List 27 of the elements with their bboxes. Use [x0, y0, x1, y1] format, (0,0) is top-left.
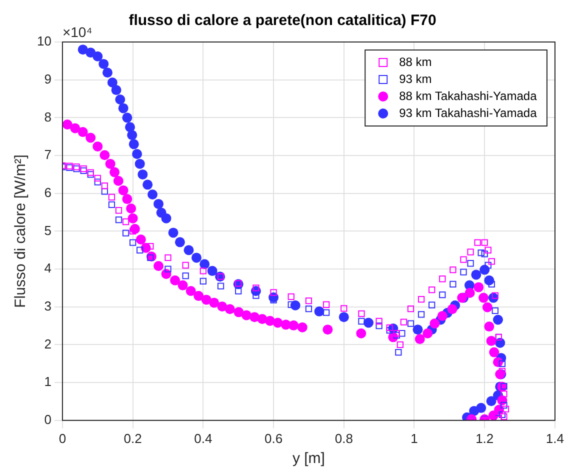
- chart-title: flusso di calore a parete(non catalitica) F70: [128, 12, 436, 30]
- x-tick-label: 1.4: [546, 430, 564, 446]
- legend-label: 88 km: [399, 54, 432, 69]
- legend-label: 93 km Takahashi-Yamada: [399, 106, 538, 120]
- y-tick-label: 9: [44, 71, 52, 86]
- x-tick-label: 0.4: [194, 430, 212, 446]
- y-tick-label: 0: [44, 412, 52, 427]
- x-tick-label: 1.2: [476, 430, 494, 446]
- y-axis-title: Flusso di calore [W/m²]: [12, 154, 30, 308]
- x-tick-label: 0.2: [124, 430, 142, 446]
- x-tick-label: 0.8: [334, 430, 353, 446]
- legend-label: 93 km: [399, 72, 432, 86]
- y-tick-label: 10: [36, 34, 52, 49]
- y-tick-label: 1: [44, 374, 52, 390]
- y-tick-label: 2: [44, 336, 52, 352]
- x-axis-title: y [m]: [292, 450, 325, 468]
- y-tick-label: 6: [44, 184, 52, 200]
- text: ×10⁴: [62, 24, 92, 40]
- y-tick-label: 7: [44, 147, 52, 162]
- x-tick-label: 0: [58, 430, 66, 446]
- y-tick-label: 4: [44, 260, 52, 276]
- y-tick-label: 5: [44, 222, 52, 238]
- legend-label: 88 km Takahashi-Yamada: [399, 88, 538, 103]
- y-tick-label: 8: [44, 109, 52, 124]
- y-tick-label: 3: [44, 298, 52, 314]
- x-tick-label: 0.6: [264, 430, 283, 446]
- x-tick-label: 1: [410, 430, 418, 446]
